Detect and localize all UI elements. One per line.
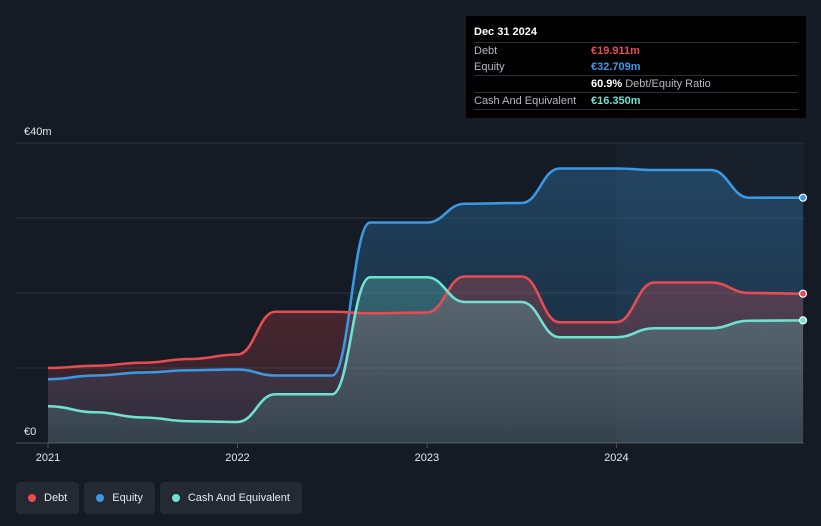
tooltip-cash-value: €16.350m: [591, 95, 641, 107]
chart-legend: Debt Equity Cash And Equivalent: [16, 482, 302, 514]
tooltip-debt-label: Debt: [474, 45, 498, 57]
legend-dot-cash: [171, 494, 180, 502]
tooltip-ratio-label: Debt/Equity Ratio: [625, 78, 711, 90]
legend-item-debt[interactable]: Debt: [16, 482, 80, 514]
tooltip-row-equity: Equity €32.709m: [474, 59, 798, 75]
x-axis: 2021 2022 2023 2024: [36, 443, 629, 464]
y-tick-label-max: €40m: [24, 126, 52, 138]
legend-item-cash[interactable]: Cash And Equivalent: [159, 482, 302, 514]
x-tick-label: 2022: [225, 452, 249, 464]
series-areas: [48, 168, 803, 443]
tooltip-row-cash: Cash And Equivalent €16.350m: [474, 92, 798, 110]
legend-label-equity: Equity: [112, 492, 143, 504]
tooltip-cash-label: Cash And Equivalent: [474, 95, 577, 107]
tooltip-row-ratio: 60.9% Debt/Equity Ratio: [474, 75, 798, 92]
tooltip-row-debt: Debt €19.911m: [474, 42, 798, 59]
legend-dot-equity: [96, 494, 105, 502]
tooltip-equity-value: €32.709m: [591, 61, 641, 73]
legend-label-cash: Cash And Equivalent: [187, 492, 290, 504]
legend-dot-debt: [28, 494, 36, 502]
y-tick-label-zero: €0: [24, 426, 36, 438]
x-tick-label: 2023: [415, 452, 439, 464]
series-end-dots: [798, 193, 808, 325]
legend-item-equity[interactable]: Equity: [84, 482, 155, 514]
series-line-debt: [47, 275, 804, 370]
tooltip-date: Dec 31 2024: [474, 26, 537, 38]
tooltip-panel: Dec 31 2024 Debt €19.911m Equity €32.709…: [466, 16, 806, 118]
series-end-dot-cash-and-equivalent: [798, 316, 808, 325]
x-tick-label: 2021: [36, 452, 60, 464]
x-tick-label: 2024: [604, 452, 628, 464]
series-line-equity: [47, 167, 804, 381]
series-line-cash-and-equivalent: [47, 275, 804, 424]
tooltip-ratio-value: 60.9%: [591, 78, 623, 90]
tooltip-debt-value: €19.911m: [591, 45, 640, 57]
tooltip-equity-label: Equity: [474, 61, 505, 73]
series-lines: [47, 167, 804, 424]
y-axis: €40m €0: [24, 126, 52, 438]
series-end-dot-debt: [798, 289, 808, 298]
legend-label-debt: Debt: [44, 492, 68, 504]
series-end-dot-equity: [798, 193, 808, 202]
series-area-cash-and-equivalent: [48, 277, 803, 443]
